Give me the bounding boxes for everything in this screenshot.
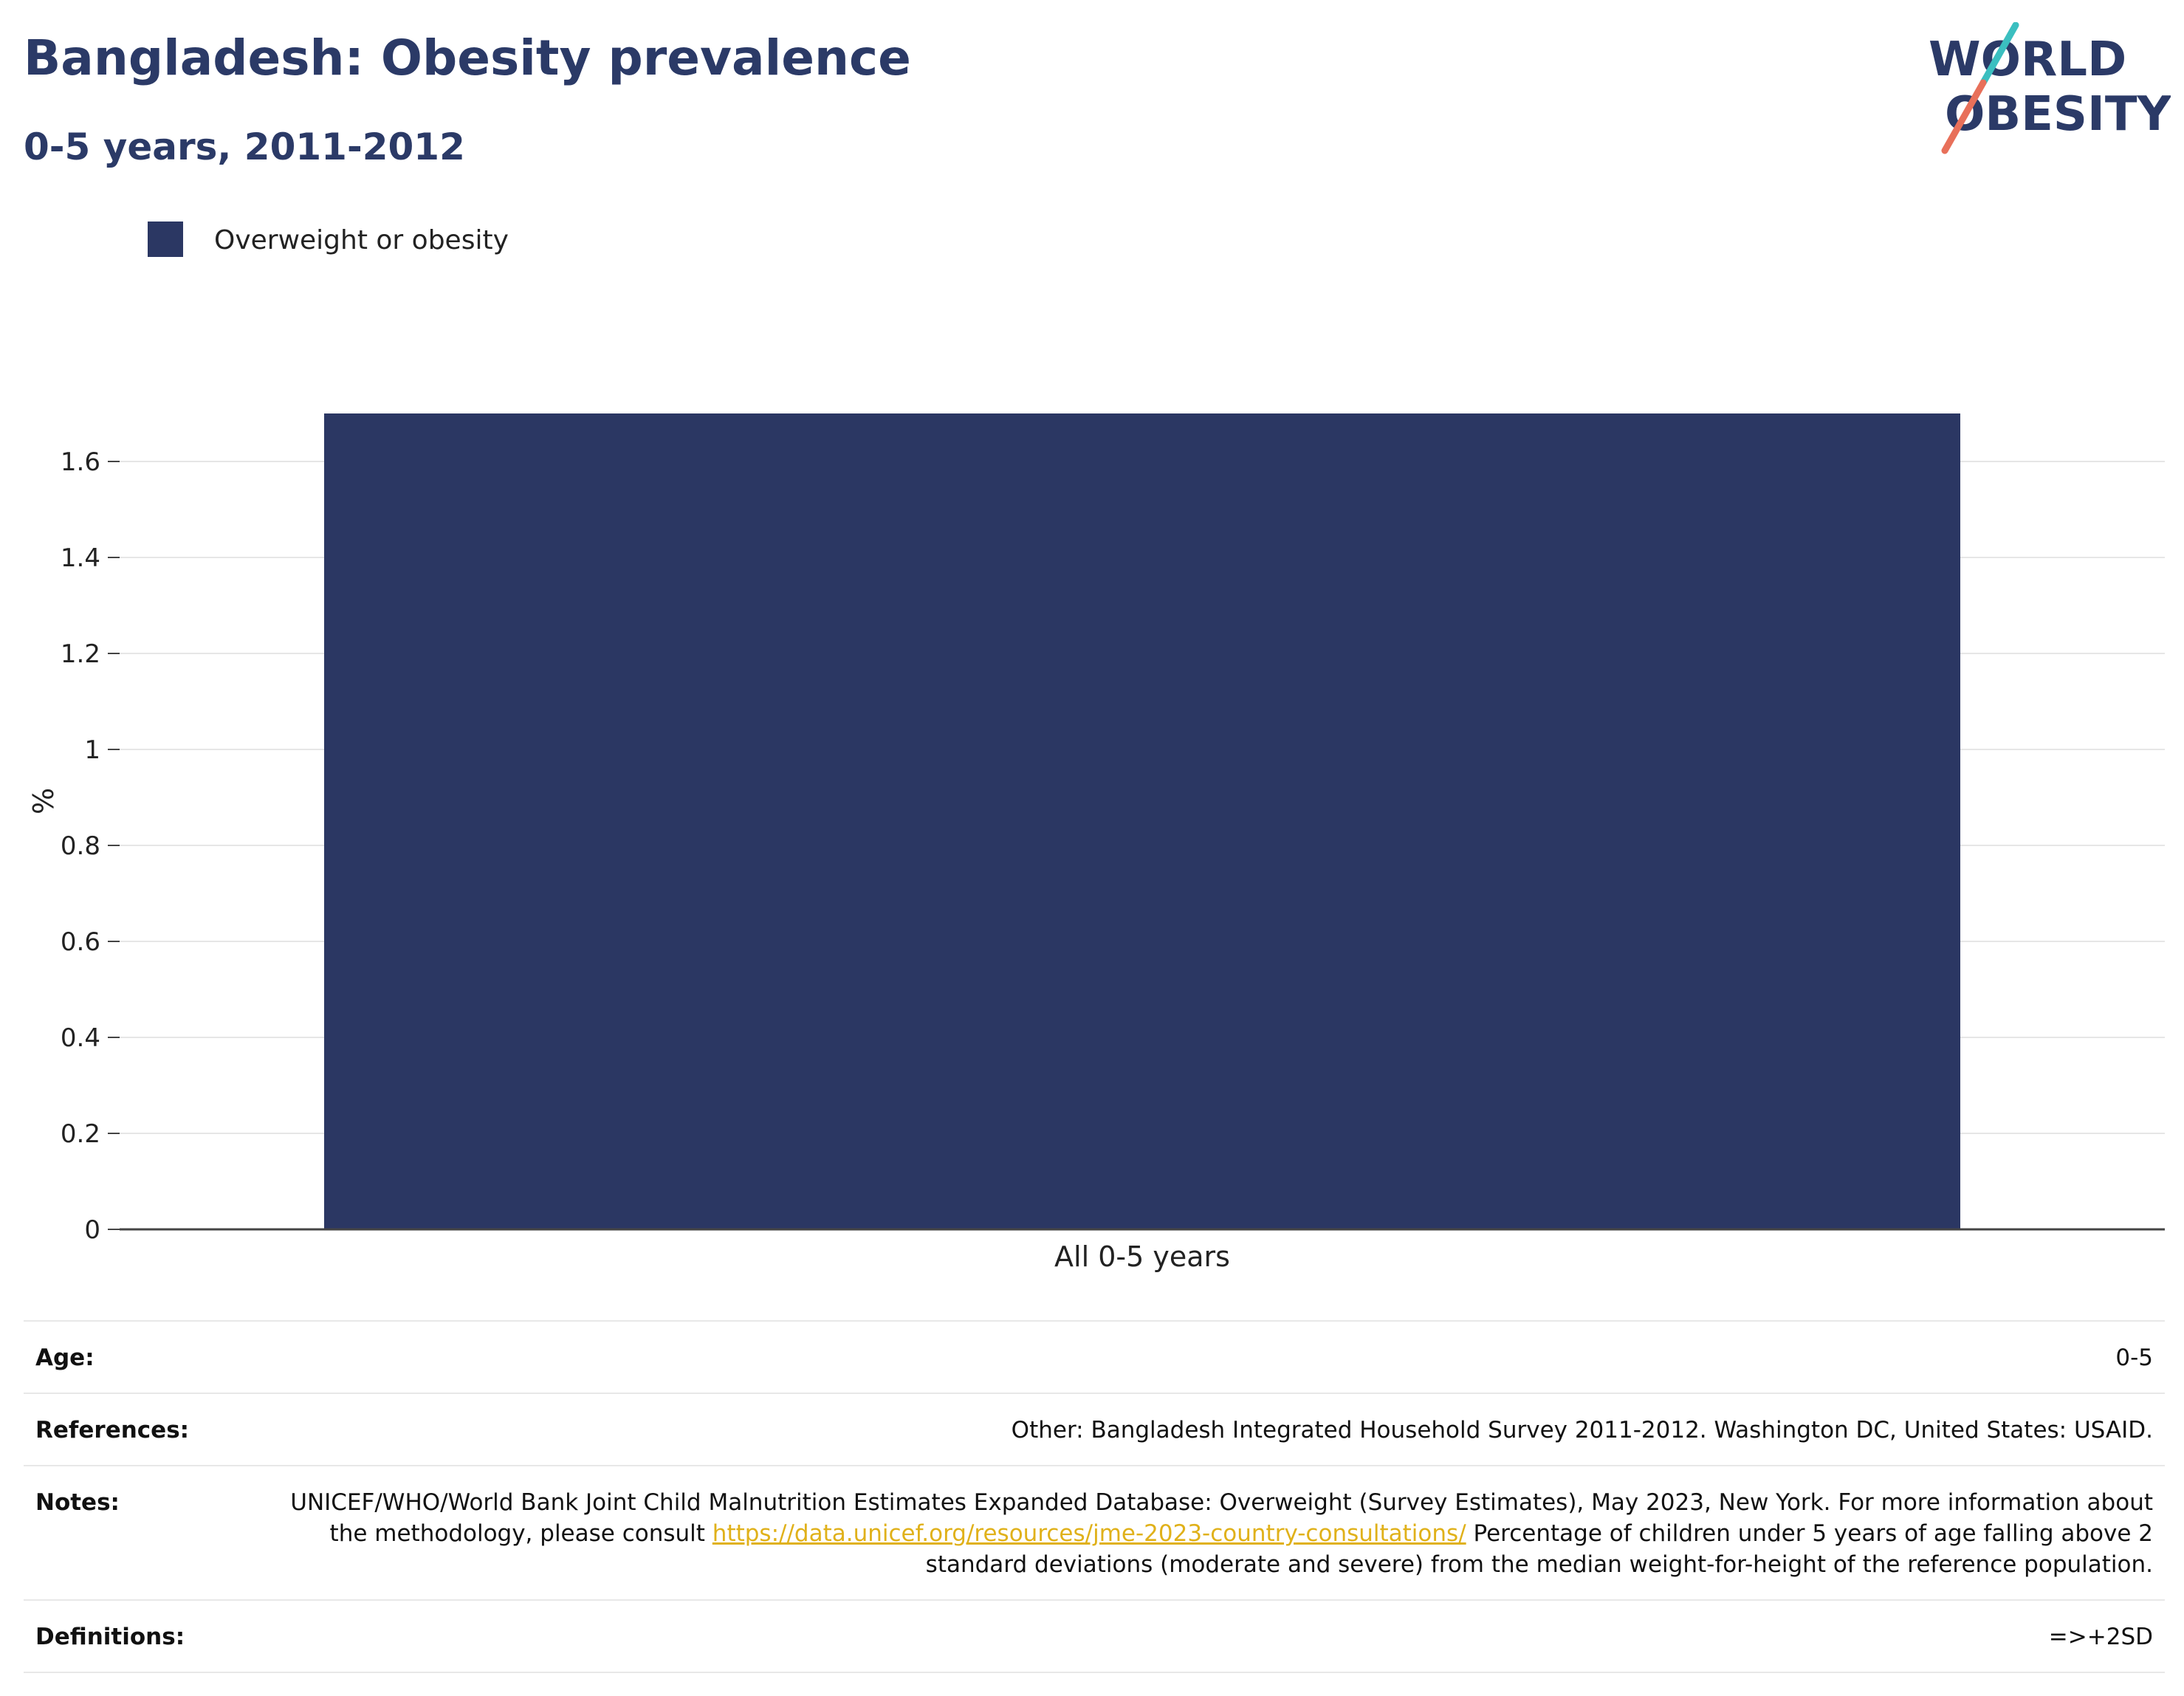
y-tick-label: 0.8 xyxy=(61,831,100,861)
methodology-link[interactable]: https://data.unicef.org/resources/jme-20… xyxy=(712,1520,1466,1547)
info-row-notes: Notes: UNICEF/WHO/World Bank Joint Child… xyxy=(24,1465,2165,1599)
chart-title: Bangladesh: Obesity prevalence xyxy=(24,30,911,86)
y-axis-ticks: 0 0.2 0.4 0.6 0.8 1 1.2 1.4 1.6 xyxy=(61,447,120,1245)
references-label: References: xyxy=(35,1417,190,1443)
references-value: Other: Bangladesh Integrated Household S… xyxy=(1011,1417,2153,1443)
notes-text-after: Percentage of children under 5 years of … xyxy=(925,1520,2153,1578)
definitions-value: =>+2SD xyxy=(2048,1624,2153,1650)
info-row-references: References: Other: Bangladesh Integrated… xyxy=(24,1393,2165,1465)
legend: Overweight or obesity xyxy=(148,222,509,257)
y-tick-label: 0 xyxy=(84,1215,100,1245)
notes-label: Notes: xyxy=(35,1489,120,1516)
info-row-age: Age: 0-5 xyxy=(24,1320,2165,1393)
info-table: Age: 0-5 References: Other: Bangladesh I… xyxy=(24,1320,2165,1673)
x-axis-labels: All 0-5 years xyxy=(1054,1240,1230,1273)
legend-label: Overweight or obesity xyxy=(214,225,509,255)
y-tick-label: 0.2 xyxy=(61,1119,100,1149)
chart-subtitle: 0-5 years, 2011-2012 xyxy=(24,126,465,168)
notes-value: UNICEF/WHO/World Bank Joint Child Malnut… xyxy=(272,1487,2153,1580)
info-row-definitions: Definitions: =>+2SD xyxy=(24,1599,2165,1673)
y-tick-label: 1 xyxy=(84,735,100,765)
bars xyxy=(324,413,1960,1229)
y-tick-label: 1.6 xyxy=(61,447,100,477)
logo-slash-coral xyxy=(1941,79,1987,154)
world-obesity-logo: WORLD OBESITY xyxy=(1929,22,2171,154)
y-tick-label: 0.4 xyxy=(61,1023,100,1053)
y-axis-title: % xyxy=(27,788,60,814)
logo-line-2: OBESITY xyxy=(1945,87,2171,142)
logo-line-1: WORLD xyxy=(1929,32,2126,87)
y-tick-label: 0.6 xyxy=(61,927,100,957)
age-label: Age: xyxy=(35,1345,95,1371)
bar xyxy=(324,413,1960,1229)
y-tick-label: 1.4 xyxy=(61,543,100,573)
bar-chart: Overweight or obesity % 0 0.2 0.4 0.6 0.8 1 1.… xyxy=(27,222,2165,1273)
legend-swatch xyxy=(148,222,183,257)
notes-text-before: UNICEF/WHO/World Bank Joint Child Malnut… xyxy=(290,1489,2153,1547)
logo-slash-teal xyxy=(1979,22,2019,86)
age-value: 0-5 xyxy=(2115,1345,2153,1371)
definitions-label: Definitions: xyxy=(35,1624,185,1650)
y-tick-label: 1.2 xyxy=(61,639,100,669)
x-category-label: All 0-5 years xyxy=(1054,1240,1230,1273)
